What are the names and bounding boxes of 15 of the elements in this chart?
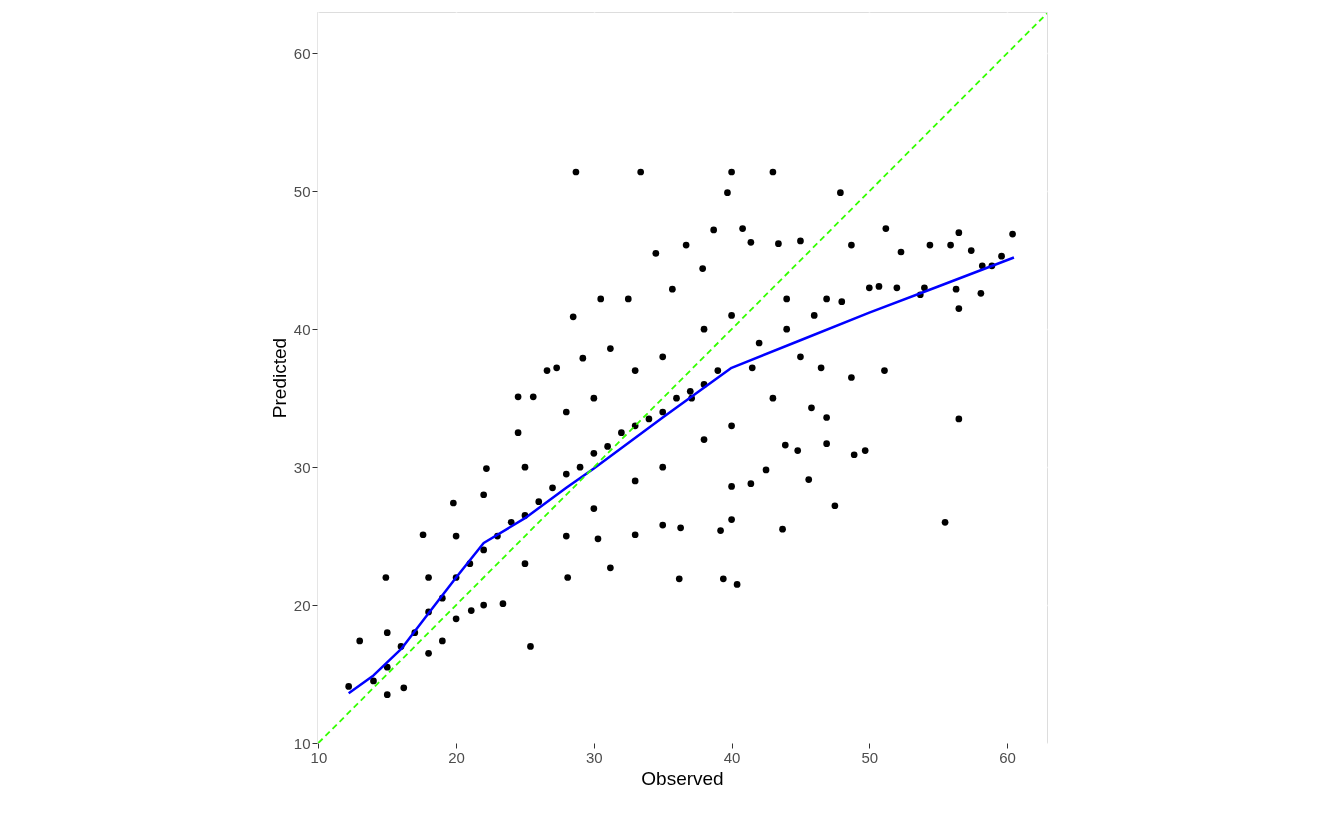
x-tick-label: 20 [448, 748, 465, 766]
x-tick-label: 30 [586, 748, 603, 766]
x-axis-title: Observed [641, 767, 724, 789]
y-tick-label: 10 [293, 734, 311, 752]
y-axis-title: Predicted [268, 337, 290, 419]
y-tick-label: 60 [293, 44, 311, 62]
y-tick-label: 30 [293, 458, 311, 476]
x-tick-label: 60 [999, 748, 1016, 766]
y-tick-label: 40 [293, 320, 311, 338]
x-tick-label: 40 [723, 748, 741, 766]
x-tick-label: 10 [310, 748, 328, 766]
line-series [347, 256, 1016, 695]
y-tick-label: 50 [293, 182, 311, 200]
x-tick-label: 50 [861, 748, 879, 766]
y-tick-label: 20 [293, 596, 311, 614]
